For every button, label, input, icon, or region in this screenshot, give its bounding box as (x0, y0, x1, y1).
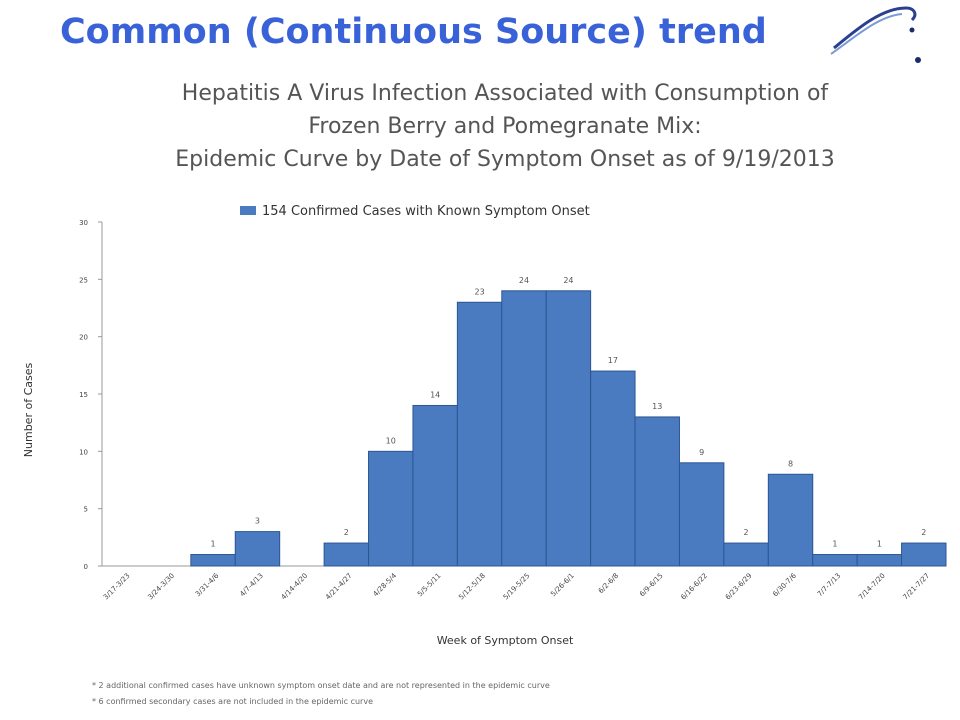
data-label: 24 (563, 276, 573, 285)
x-tick-label: 5/5-5/11 (416, 572, 443, 599)
footnote-1: * 2 additional confirmed cases have unkn… (92, 681, 550, 690)
x-tick-label: 3/31-4/6 (194, 571, 221, 598)
y-tick-label: 5 (84, 506, 88, 514)
data-label: 9 (699, 448, 704, 457)
chart-title-line-2: Frozen Berry and Pomegranate Mix: (308, 114, 701, 139)
x-tick-label: 5/12-5/18 (457, 572, 487, 602)
bars (190, 290, 947, 567)
x-tick-label: 6/2-6/8 (597, 572, 620, 595)
y-tick-label: 0 (84, 563, 88, 571)
bar (812, 554, 858, 567)
y-axis-label: Number of Cases (22, 363, 35, 458)
footnote-2: * 6 confirmed secondary cases are not in… (92, 697, 373, 706)
x-tick-label: 4/21-4/27 (324, 572, 354, 602)
x-tick-label: 3/24-3/30 (146, 572, 176, 602)
data-label: 8 (788, 459, 793, 468)
x-tick-label: 7/21-7/27 (902, 572, 932, 602)
x-tick-label: 6/16-6/22 (679, 572, 709, 602)
bar (723, 542, 769, 567)
x-tick-label: 4/14-4/20 (280, 572, 310, 602)
x-tick-label: 6/23-6/29 (724, 572, 754, 602)
bar (412, 404, 458, 567)
legend-label: 154 Confirmed Cases with Known Symptom O… (262, 204, 590, 219)
bar (856, 554, 903, 567)
bar (323, 542, 370, 567)
chart-title: Hepatitis A Virus Infection Associated w… (175, 81, 834, 172)
data-label: 2 (344, 528, 349, 537)
x-tick-label: 6/30-7/6 (771, 571, 798, 598)
bar (190, 554, 236, 567)
x-tick-label: 5/19-5/25 (502, 572, 532, 602)
legend: 154 Confirmed Cases with Known Symptom O… (240, 204, 590, 219)
bar (234, 531, 281, 567)
x-tick-label: 7/7-7/13 (816, 572, 843, 599)
x-tick-label: 3/17-3/23 (102, 572, 132, 602)
x-ticks: 3/17-3/23 3/24-3/30 3/31-4/6 4/7-4/13 4/14-4… (102, 571, 931, 601)
data-label: 17 (608, 356, 618, 365)
logo-icon (830, 6, 921, 63)
data-label: 14 (430, 390, 440, 399)
bar (634, 416, 680, 567)
y-tick-label: 30 (79, 219, 88, 227)
y-tick-label: 25 (79, 276, 88, 284)
y-tick-label: 20 (79, 334, 88, 342)
bar (368, 450, 414, 567)
y-tick-label: 15 (79, 391, 88, 399)
bar (456, 301, 503, 567)
bar (545, 290, 592, 567)
data-label: 2 (921, 528, 926, 537)
x-tick-label: 5/26-6/1 (549, 572, 576, 599)
legend-swatch (240, 206, 256, 215)
data-label: 23 (474, 287, 484, 296)
data-label: 13 (652, 402, 662, 411)
bar (678, 462, 725, 567)
bar (767, 473, 814, 567)
chart-title-line-3: Epidemic Curve by Date of Symptom Onset … (175, 147, 834, 172)
data-label: 1 (832, 540, 837, 549)
x-tick-label: 7/14-7/20 (857, 572, 887, 602)
bar (501, 290, 547, 567)
data-label: 10 (386, 436, 396, 445)
data-label: 1 (211, 540, 216, 549)
x-tick-label: 4/28-5/4 (372, 571, 399, 598)
y-tick-label: 10 (79, 448, 88, 456)
x-axis-label: Week of Symptom Onset (437, 634, 574, 647)
bar (901, 542, 947, 567)
y-ticks: 0 5 10 15 20 25 30 (79, 219, 102, 571)
x-tick-label: 4/7-4/13 (238, 572, 265, 599)
footnotes: * 2 additional confirmed cases have unkn… (92, 681, 550, 706)
x-tick-label: 6/9-6/15 (638, 572, 665, 599)
slide-title: Common (Continuous Source) trend (60, 12, 767, 52)
chart-title-line-1: Hepatitis A Virus Infection Associated w… (182, 81, 830, 106)
data-label: 3 (255, 517, 260, 526)
bar (590, 370, 636, 567)
data-label: 1 (877, 540, 882, 549)
data-label: 24 (519, 276, 529, 285)
data-label: 2 (744, 528, 749, 537)
